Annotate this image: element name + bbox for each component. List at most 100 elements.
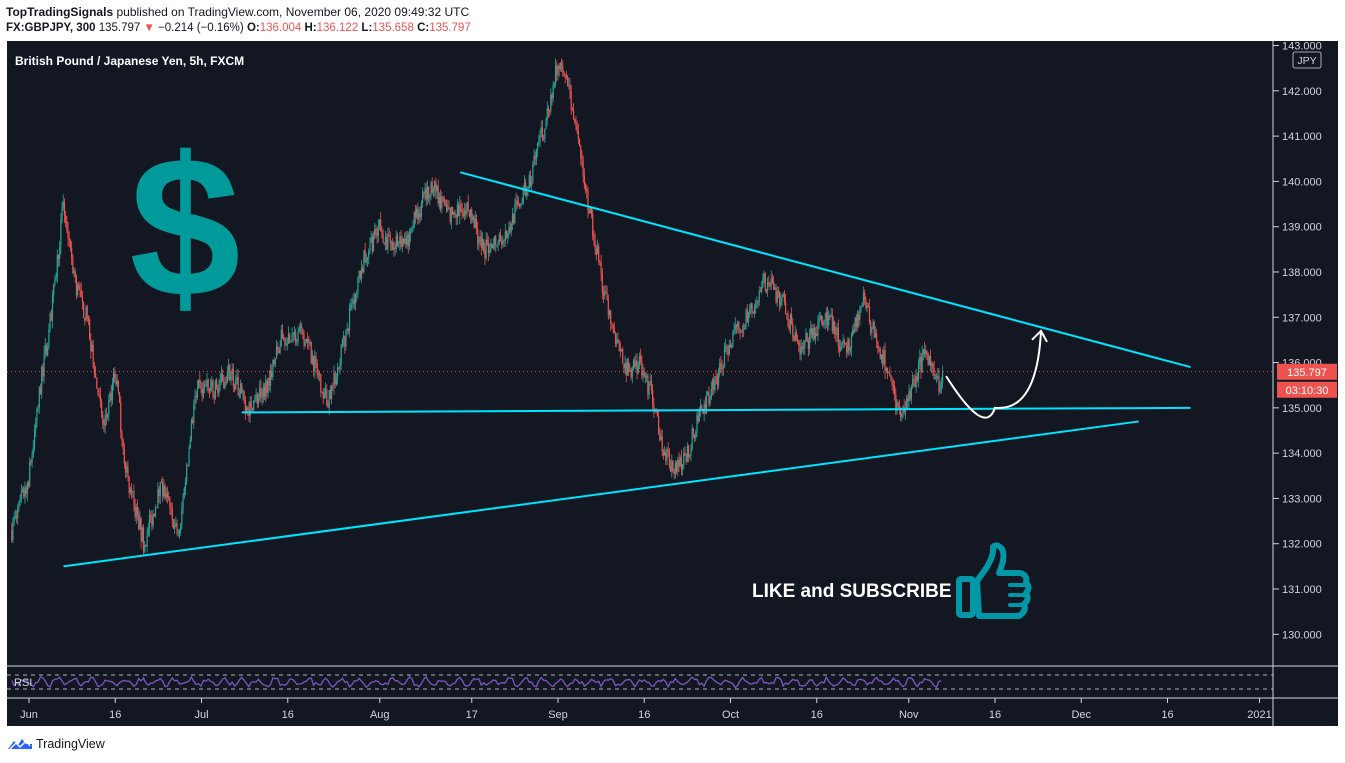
candle-body xyxy=(448,207,450,209)
candle-body xyxy=(206,379,208,386)
time-axis[interactable]: Jun 16 Jul 16 Aug 17 Sep 16 Oct 16 Nov 16 Dec 16 2021 xyxy=(7,697,1338,721)
candle-body xyxy=(195,396,197,398)
candle-body xyxy=(163,485,165,497)
candle-body xyxy=(19,499,21,502)
candle-body xyxy=(311,355,314,364)
candle-body xyxy=(279,345,281,354)
candle-body xyxy=(148,515,151,529)
candle-body xyxy=(843,340,845,344)
candle-body xyxy=(104,415,106,426)
candle-body xyxy=(86,306,88,319)
candle-body xyxy=(886,368,889,373)
candle-body xyxy=(183,487,185,498)
ohlc-line: FX:GBPJPY, 300 135.797 ▼ −0.214 (−0.16%)… xyxy=(6,22,471,34)
candle-body xyxy=(812,328,814,339)
candle-body xyxy=(221,374,224,382)
candle-body xyxy=(153,514,155,517)
high-label: H: xyxy=(304,22,317,34)
candle-body xyxy=(443,197,445,204)
candle-body xyxy=(817,322,819,336)
candle-body xyxy=(249,401,251,417)
candle-body xyxy=(532,164,534,183)
time-tick-label: Jun xyxy=(20,709,38,721)
candle-body xyxy=(307,339,309,342)
candle-body xyxy=(543,138,545,140)
candle-body xyxy=(770,278,772,287)
candle-body xyxy=(459,204,461,217)
candle-body xyxy=(497,242,499,246)
candle-body xyxy=(923,349,926,355)
candle-body xyxy=(472,216,474,220)
candle-body xyxy=(39,386,42,394)
candle-body xyxy=(130,488,133,493)
author-name[interactable]: TopTradingSignals xyxy=(6,5,114,19)
close-label: C: xyxy=(417,22,430,34)
candle-body xyxy=(502,240,504,245)
candle-body xyxy=(702,409,704,414)
candle-body xyxy=(549,111,551,113)
rsi-line xyxy=(11,675,942,689)
chart-area[interactable]: $ LIKE and SUBSCRIBE RSI Jun 16 Jul 16 Aug 17… xyxy=(7,41,1338,726)
candle-body xyxy=(416,208,418,217)
candle-body xyxy=(664,451,666,456)
candle-body xyxy=(874,333,877,338)
candle-body xyxy=(537,143,539,150)
candle-body xyxy=(729,344,732,348)
candle-body xyxy=(199,379,201,383)
candle-body xyxy=(465,210,467,214)
footer-brand[interactable]: TradingView xyxy=(36,737,105,751)
candle-body xyxy=(583,175,585,186)
currency-badge[interactable]: JPY xyxy=(1292,51,1322,69)
candle-body xyxy=(128,476,130,494)
candle-body xyxy=(940,382,942,388)
candle-body xyxy=(208,388,211,391)
candle-body xyxy=(631,368,633,378)
candle-body xyxy=(350,305,352,309)
candle-body xyxy=(230,373,232,381)
rsi-panel[interactable]: RSI xyxy=(7,665,1338,698)
candle-body xyxy=(453,211,455,215)
candle-body xyxy=(618,340,620,345)
candle-body xyxy=(285,344,287,346)
candle-body xyxy=(314,356,316,371)
candle-body xyxy=(693,434,696,438)
candle-body xyxy=(564,74,566,78)
price-chart-svg[interactable]: $ LIKE and SUBSCRIBE RSI Jun 16 Jul 16 Aug 17… xyxy=(7,41,1338,726)
candle-body xyxy=(267,377,269,394)
candle-body xyxy=(293,331,296,333)
candle-body xyxy=(515,200,517,205)
price-axis[interactable]: 143.000 142.000 141.000 140.000 139.000 138.0… xyxy=(1272,41,1322,726)
candle-body xyxy=(634,360,636,367)
candle-body xyxy=(806,333,808,342)
publish-info: TopTradingSignals published on TradingVi… xyxy=(6,5,469,19)
candle-body xyxy=(841,342,843,347)
drawings-layer[interactable] xyxy=(7,171,1273,568)
candle-body xyxy=(602,292,605,296)
candle-body xyxy=(840,346,842,351)
price-change: −0.214 (−0.16%) xyxy=(158,22,244,34)
candle-body xyxy=(823,323,825,326)
candle-body xyxy=(665,451,667,461)
candle-body xyxy=(699,405,702,411)
candle-body xyxy=(588,210,590,214)
candle-body xyxy=(749,308,751,313)
candle-body xyxy=(358,270,360,278)
candle-body xyxy=(460,204,462,210)
price-tick-label: 132.000 xyxy=(1282,539,1322,551)
candle-body xyxy=(31,454,33,463)
candle-body xyxy=(47,347,49,356)
candle-body xyxy=(225,382,227,384)
candle-body xyxy=(383,242,385,244)
candle-body xyxy=(758,291,760,302)
candle-body xyxy=(478,242,480,244)
candle-body xyxy=(477,229,479,244)
candle-body xyxy=(186,465,188,483)
time-tick-label: Jul xyxy=(194,709,208,721)
candle-body xyxy=(366,257,369,261)
candle-body xyxy=(690,449,692,455)
candle-body xyxy=(867,305,869,308)
candle-body xyxy=(697,414,699,422)
price-tick-label: 137.000 xyxy=(1282,312,1322,324)
candle-body xyxy=(836,327,838,336)
candle-body xyxy=(232,368,234,387)
